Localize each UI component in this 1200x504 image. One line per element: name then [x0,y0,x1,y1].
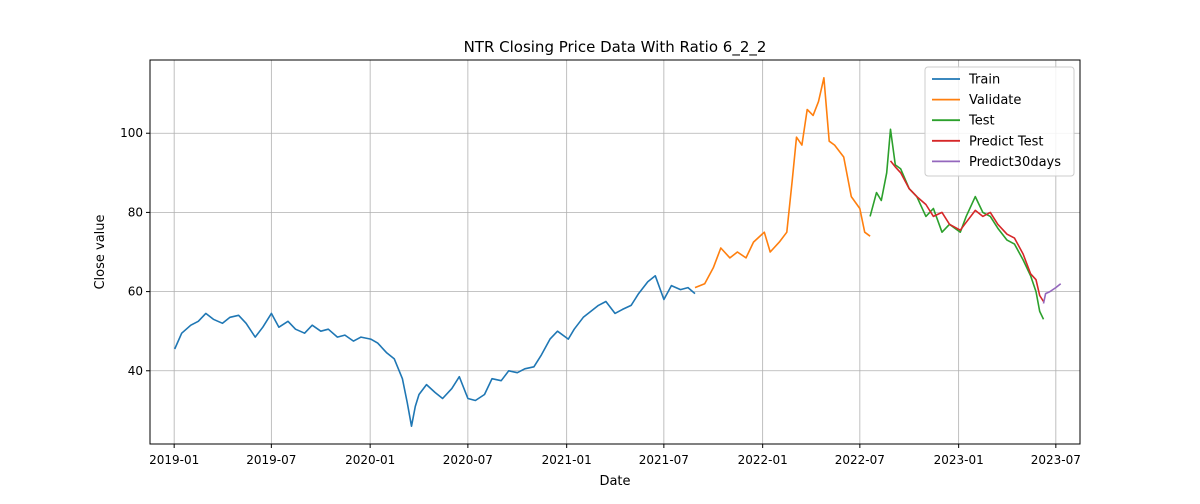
legend-label-predict30days: Predict30days [969,155,1061,170]
series-line-validate [694,77,871,289]
series-lines [173,77,1062,428]
y-tick-label: 80 [128,205,143,219]
y-tick-label: 40 [128,364,143,378]
x-tick-label: 2022-01 [738,453,788,467]
series-line-test [869,128,1045,320]
x-tick-label: 2023-07 [1031,453,1081,467]
y-axis-title: Close value [93,214,108,289]
y-tick-label: 60 [128,285,143,299]
y-tick-label: 100 [120,126,143,140]
plot-area-frame [149,59,1081,445]
series-line-predict30days [1042,283,1062,304]
x-tick-label: 2021-07 [639,453,689,467]
chart-title: NTR Closing Price Data With Ratio 6_2_2 [464,38,767,57]
legend-label-test: Test [968,114,995,129]
x-tick-label: 2019-01 [149,453,199,467]
x-tick-label: 2020-01 [345,453,395,467]
series-line-predict-test [889,160,1045,302]
legend-label-validate: Validate [969,93,1021,108]
legend-label-train: Train [968,73,1000,88]
series-line-train [173,274,696,428]
x-tick-label: 2022-07 [835,453,885,467]
legend-label-predict-test: Predict Test [969,134,1044,149]
x-tick-label: 2020-07 [443,453,493,467]
axis-ticks: 2019-01 2019-07 2020-01 2020-07 2021-01 2021-… [120,126,1081,467]
legend: Train Validate Test Predict Test Predict30da… [924,66,1075,177]
legend-items: Train Validate Test Predict Test Predict30da… [932,73,1061,170]
x-tick-label: 2023-01 [934,453,984,467]
legend-box [924,66,1075,177]
x-tick-label: 2019-07 [246,453,296,467]
x-axis-title: Date [599,474,630,489]
x-tick-label: 2021-01 [542,453,592,467]
